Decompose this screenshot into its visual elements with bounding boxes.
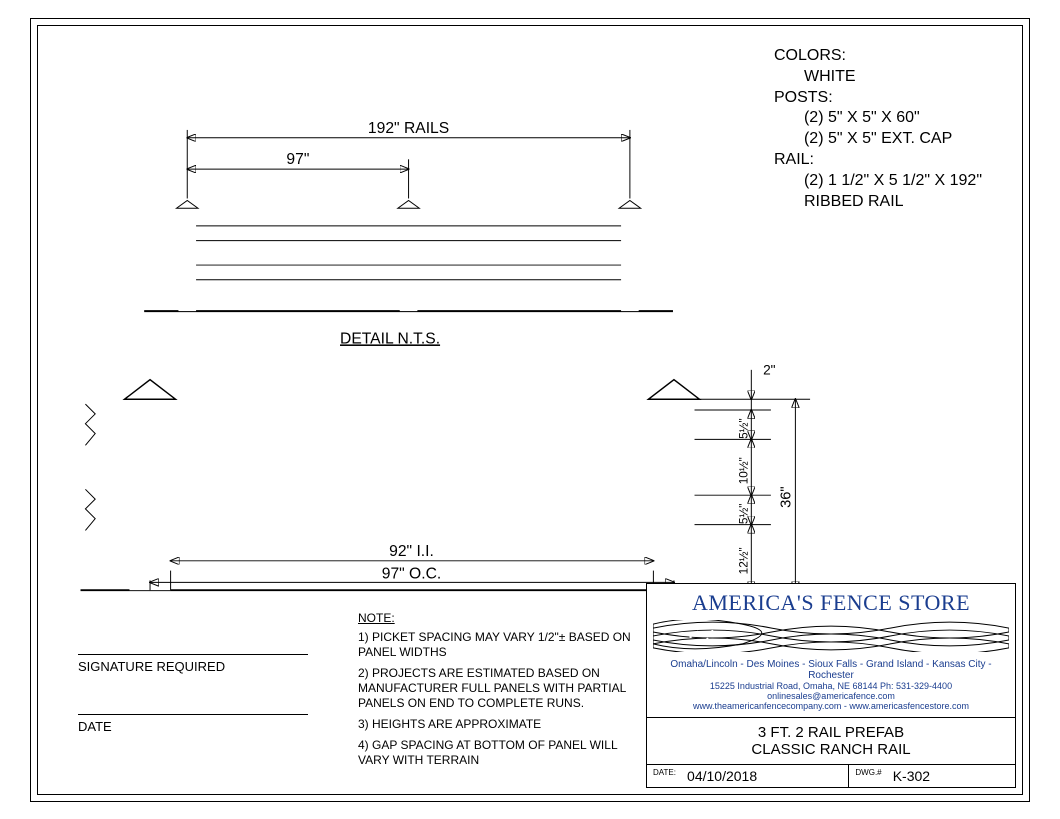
notes-block: NOTE: 1) PICKET SPACING MAY VARY 1/2"± B… [358, 611, 638, 774]
dwg-field-value: K-302 [885, 768, 930, 784]
dim-top: 2" [763, 363, 776, 378]
top-detail-view: 192" RAILS 97" DETAIL N.T.S. [144, 120, 673, 348]
dim-half: 97" [286, 151, 309, 168]
note-1: 1) PICKET SPACING MAY VARY 1/2"± BASED O… [358, 630, 638, 660]
company-name: AMERICA'S FENCE STORE [653, 590, 1009, 616]
note-2: 2) PROJECTS ARE ESTIMATED BASED ON MANUF… [358, 666, 638, 711]
note-3: 3) HEIGHTS ARE APPROXIMATE [358, 717, 638, 732]
website: www.theamericanfencecompany.com - www.am… [653, 701, 1009, 711]
dim-rail1: 5½" [737, 418, 750, 439]
date-field-label: DATE: [653, 768, 676, 777]
dim-rail2: 5½" [737, 504, 750, 525]
date-cell: DATE: 04/10/2018 [647, 765, 849, 787]
title-block: AMERICA'S FENCE STORE Omaha/Lincoln - De… [646, 583, 1016, 788]
outer-border: COLORS: WHITE POSTS: (2) 5" X 5" X 60" (… [30, 18, 1030, 802]
detail-label: DETAIL N.T.S. [340, 330, 440, 347]
date-field-value: 04/10/2018 [679, 768, 757, 784]
dim-oc: 97" O.C. [382, 565, 442, 582]
dim-height: 36" [778, 486, 794, 508]
dwg-cell: DWG.# K-302 [849, 765, 1015, 787]
drawing-title: 3 FT. 2 RAIL PREFAB CLASSIC RANCH RAIL [647, 718, 1015, 765]
dim-overall: 192" RAILS [368, 120, 449, 137]
note-4: 4) GAP SPACING AT BOTTOM OF PANEL WILL V… [358, 738, 638, 768]
address: 15225 Industrial Road, Omaha, NE 68144 P… [653, 681, 1009, 701]
locations: Omaha/Lincoln - Des Moines - Sioux Falls… [653, 659, 1009, 681]
flag-icon [653, 620, 1009, 652]
notes-heading: NOTE: [358, 611, 638, 626]
dim-gap: 10½" [737, 457, 750, 484]
dim-bottom: 12½" [737, 547, 750, 574]
date-label: DATE [78, 719, 308, 734]
signature-block: SIGNATURE REQUIRED DATE [78, 614, 308, 734]
dwg-field-label: DWG.# [855, 768, 881, 777]
inner-border: COLORS: WHITE POSTS: (2) 5" X 5" X 60" (… [37, 25, 1023, 795]
side-elevation-view: 92" I.I. 97" O.C. 2" [53, 363, 810, 590]
title-line2: CLASSIC RANCH RAIL [653, 741, 1009, 758]
dim-ii: 92" I.I. [389, 543, 434, 560]
signature-label: SIGNATURE REQUIRED [78, 659, 308, 674]
title-line1: 3 FT. 2 RAIL PREFAB [653, 724, 1009, 741]
